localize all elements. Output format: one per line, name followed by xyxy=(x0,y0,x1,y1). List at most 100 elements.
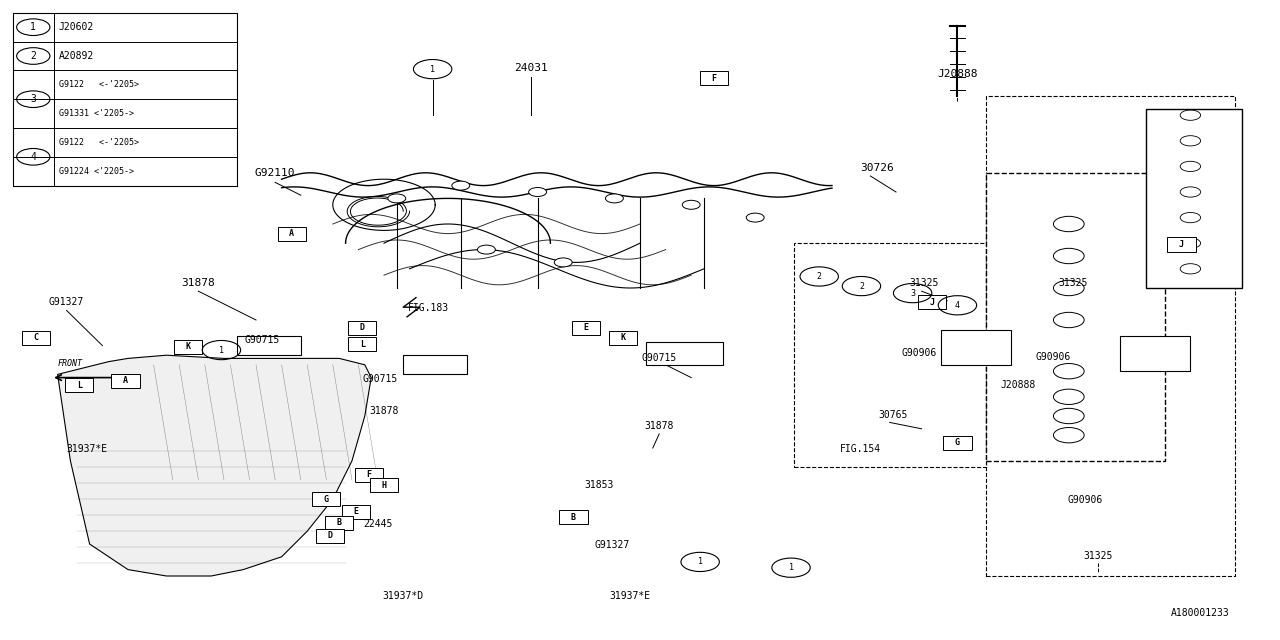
FancyBboxPatch shape xyxy=(1146,109,1242,288)
FancyBboxPatch shape xyxy=(237,336,301,355)
Text: C: C xyxy=(33,333,38,342)
Text: 31937*D: 31937*D xyxy=(383,591,424,602)
Text: J20888: J20888 xyxy=(1000,380,1036,390)
Text: J20888: J20888 xyxy=(937,68,978,79)
Circle shape xyxy=(605,194,623,203)
FancyBboxPatch shape xyxy=(646,342,723,365)
FancyBboxPatch shape xyxy=(312,492,340,506)
Text: G: G xyxy=(955,438,960,447)
Text: FIG.154: FIG.154 xyxy=(840,444,881,454)
Text: G91327: G91327 xyxy=(49,297,84,307)
Text: G90715: G90715 xyxy=(362,374,398,384)
Text: A: A xyxy=(289,229,294,238)
Text: A180001233: A180001233 xyxy=(1171,608,1230,618)
Text: 31937*E: 31937*E xyxy=(609,591,650,602)
FancyBboxPatch shape xyxy=(986,173,1165,461)
FancyBboxPatch shape xyxy=(1167,237,1196,252)
Text: J: J xyxy=(1179,240,1184,249)
Text: 24031: 24031 xyxy=(515,63,548,74)
FancyBboxPatch shape xyxy=(316,529,344,543)
FancyBboxPatch shape xyxy=(22,331,50,345)
FancyBboxPatch shape xyxy=(111,374,140,388)
Text: F: F xyxy=(366,470,371,479)
Circle shape xyxy=(529,188,547,196)
FancyBboxPatch shape xyxy=(918,295,946,309)
Text: K: K xyxy=(186,342,191,351)
Text: L: L xyxy=(360,340,365,349)
Text: G91331 <'2205->: G91331 <'2205-> xyxy=(59,109,134,118)
Text: K: K xyxy=(621,333,626,342)
FancyBboxPatch shape xyxy=(278,227,306,241)
Text: G9122   <-'2205>: G9122 <-'2205> xyxy=(59,80,138,90)
FancyBboxPatch shape xyxy=(355,468,383,482)
Text: B: B xyxy=(337,518,342,527)
Text: E: E xyxy=(353,508,358,516)
Text: F: F xyxy=(712,74,717,83)
FancyBboxPatch shape xyxy=(325,516,353,530)
Text: G90906: G90906 xyxy=(901,348,937,358)
Text: G90715: G90715 xyxy=(641,353,677,364)
Text: A20892: A20892 xyxy=(59,51,95,61)
Text: G91327: G91327 xyxy=(594,540,630,550)
FancyBboxPatch shape xyxy=(941,330,1011,365)
Text: 30726: 30726 xyxy=(860,163,893,173)
FancyBboxPatch shape xyxy=(348,337,376,351)
Text: 2: 2 xyxy=(31,51,36,61)
Text: G90906: G90906 xyxy=(1036,352,1071,362)
FancyBboxPatch shape xyxy=(559,510,588,524)
Text: 31853: 31853 xyxy=(585,480,613,490)
Text: 31878: 31878 xyxy=(182,278,215,288)
Polygon shape xyxy=(58,355,371,576)
Text: G9122   <-'2205>: G9122 <-'2205> xyxy=(59,138,138,147)
Text: 31878: 31878 xyxy=(370,406,398,416)
Text: E: E xyxy=(584,323,589,332)
Text: 22445: 22445 xyxy=(364,518,392,529)
Text: L: L xyxy=(77,381,82,390)
Text: G90715: G90715 xyxy=(244,335,280,346)
FancyBboxPatch shape xyxy=(348,321,376,335)
Text: G90906: G90906 xyxy=(1068,495,1103,506)
FancyBboxPatch shape xyxy=(609,331,637,345)
Text: 31878: 31878 xyxy=(645,420,673,431)
Circle shape xyxy=(554,258,572,267)
Text: 30765: 30765 xyxy=(879,410,908,420)
Text: 4: 4 xyxy=(955,301,960,310)
Circle shape xyxy=(682,200,700,209)
Text: 1: 1 xyxy=(219,346,224,355)
Text: B: B xyxy=(571,513,576,522)
Text: 1: 1 xyxy=(31,22,36,32)
Text: A: A xyxy=(123,376,128,385)
Text: 31325: 31325 xyxy=(1084,550,1112,561)
FancyBboxPatch shape xyxy=(700,71,728,85)
Circle shape xyxy=(746,213,764,222)
Text: G92110: G92110 xyxy=(255,168,296,178)
Text: 1: 1 xyxy=(788,563,794,572)
Text: J: J xyxy=(929,298,934,307)
FancyBboxPatch shape xyxy=(403,355,467,374)
Text: D: D xyxy=(360,323,365,332)
FancyBboxPatch shape xyxy=(572,321,600,335)
Text: FIG.183: FIG.183 xyxy=(408,303,449,314)
Text: H: H xyxy=(381,481,387,490)
Bar xyxy=(13,13,237,186)
Text: J20602: J20602 xyxy=(59,22,95,32)
FancyBboxPatch shape xyxy=(370,478,398,492)
FancyBboxPatch shape xyxy=(65,378,93,392)
Text: 31325: 31325 xyxy=(1059,278,1087,288)
Text: G91224 <'2205->: G91224 <'2205-> xyxy=(59,166,134,176)
Text: 31325: 31325 xyxy=(910,278,938,288)
Text: 31937*E: 31937*E xyxy=(67,444,108,454)
Text: 3: 3 xyxy=(910,289,915,298)
Text: 1: 1 xyxy=(698,557,703,566)
Text: G: G xyxy=(324,495,329,504)
Text: 2: 2 xyxy=(817,272,822,281)
FancyBboxPatch shape xyxy=(174,340,202,354)
Text: D: D xyxy=(328,531,333,540)
Text: 2: 2 xyxy=(859,282,864,291)
Text: 3: 3 xyxy=(31,94,36,104)
Text: 4: 4 xyxy=(31,152,36,162)
Circle shape xyxy=(477,245,495,254)
Text: 1: 1 xyxy=(430,65,435,74)
Circle shape xyxy=(452,181,470,190)
Circle shape xyxy=(388,194,406,203)
